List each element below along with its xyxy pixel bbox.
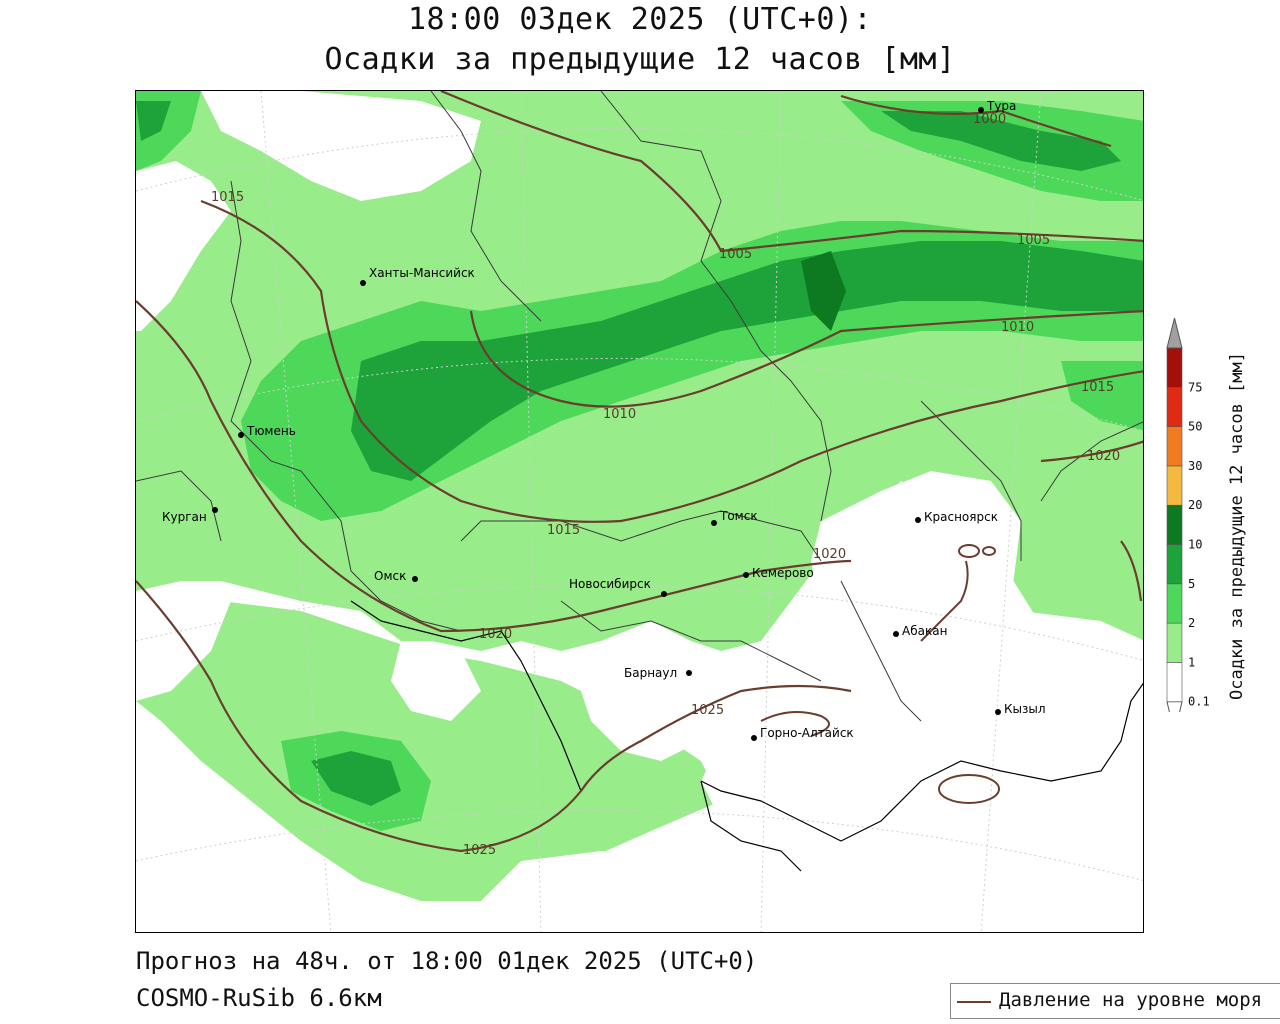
svg-text:Тюмень: Тюмень [246, 424, 296, 438]
svg-text:Ханты-Мансийск: Ханты-Мансийск [369, 266, 475, 280]
isobar-label: 1015 [1081, 380, 1114, 395]
isobar-labels: 1000 1005 1005 1010 1010 1015 1015 1015 … [211, 112, 1120, 858]
isobar-label: 1020 [813, 547, 846, 562]
precipitation-map: 1000 1005 1005 1010 1010 1015 1015 1015 … [135, 90, 1144, 933]
city-gorno-altaysk: Горно-Алтайск [751, 726, 854, 741]
colorbar-top-arrow [1166, 317, 1183, 349]
svg-text:Абакан: Абакан [902, 624, 947, 638]
city-kurgan: Курган [162, 507, 218, 524]
map-title: 18:00 03дек 2025 (UTC+0): [407, 2, 873, 37]
colorbar-tick-label: 30 [1188, 459, 1202, 473]
isobar-label: 1020 [479, 627, 512, 642]
colorbar-title: Осадки за предыдущие 12 часов [мм] [1227, 352, 1247, 700]
svg-text:Курган: Курган [162, 510, 207, 524]
city-kyzyl: Кызыл [995, 702, 1046, 716]
colorbar-tick-label: 0.1 [1188, 695, 1210, 709]
svg-text:Кемерово: Кемерово [752, 566, 814, 580]
isobar-label: 1025 [463, 843, 496, 858]
city-kemerovo: Кемерово [743, 566, 814, 580]
colorbar-tick-label: 20 [1188, 498, 1202, 512]
isobar-label: 1010 [1001, 320, 1034, 335]
colorbar-tick-label: 10 [1188, 538, 1202, 552]
city-tyumen: Тюмень [238, 424, 296, 438]
isobar-label: 1000 [973, 112, 1006, 127]
state-border [350, 600, 1143, 872]
colorbar-segment [1166, 662, 1183, 702]
pressure-legend-label: Давление на уровне моря [999, 989, 1263, 1011]
colorbar-tick-label: 2 [1188, 616, 1195, 630]
city-tomsk: Томск [711, 509, 758, 526]
city-novosibirsk: Новосибирск [569, 577, 667, 597]
colorbar-segment [1166, 583, 1183, 624]
precipitation-colorbar: 0.1 1 2 5 10 20 30 50 75 [1166, 317, 1210, 712]
isobar-label: 1015 [211, 190, 244, 205]
admin-borders [136, 91, 1143, 722]
dry-areas [136, 91, 1143, 932]
isobar-label: 1025 [691, 703, 724, 718]
isobar-label: 1005 [719, 247, 752, 262]
svg-text:Томск: Томск [719, 509, 758, 523]
isobar-label: 1010 [603, 407, 636, 422]
pressure-legend: Давление на уровне моря [950, 983, 1280, 1019]
colorbar-segment [1166, 347, 1183, 388]
city-omsk: Омск [374, 569, 418, 583]
isobar-label: 1020 [1087, 449, 1120, 464]
forecast-info: Прогноз на 48ч. от 18:00 01дек 2025 (UTC… [136, 947, 758, 975]
city-tura: Тура [978, 99, 1016, 113]
colorbar-segment [1166, 504, 1183, 545]
isobar-label: 1015 [547, 523, 580, 538]
isobar-label: 1005 [1017, 233, 1050, 248]
svg-text:Барнаул: Барнаул [624, 666, 677, 680]
colorbar-tick-label: 50 [1188, 420, 1202, 434]
colorbar-bottom-arrow [1166, 701, 1183, 712]
colorbar-tick-label: 5 [1188, 577, 1195, 591]
precip-heavy [136, 101, 1143, 806]
colorbar-segment [1166, 465, 1183, 506]
isobar-small-loops [760, 544, 1000, 804]
colorbar-tick-label: 1 [1188, 655, 1195, 669]
model-name: COSMO-RuSib 6.6км [136, 984, 382, 1012]
svg-text:Тура: Тура [986, 99, 1016, 113]
svg-text:Кызыл: Кызыл [1004, 702, 1046, 716]
city-krasnoyarsk: Красноярск [915, 510, 998, 524]
pressure-line-swatch [957, 1001, 991, 1003]
city-khanty-mansiysk: Ханты-Мансийск [360, 266, 475, 286]
colorbar-segments [1166, 317, 1183, 712]
colorbar-segment [1166, 426, 1183, 467]
svg-text:Красноярск: Красноярск [924, 510, 998, 524]
colorbar-segment [1166, 622, 1183, 663]
map-subtitle: Осадки за предыдущие 12 часов [мм] [324, 42, 956, 77]
colorbar-ticks: 0.1 1 2 5 10 20 30 50 75 [1188, 380, 1210, 708]
isobars [136, 91, 1143, 853]
city-barnaul: Барнаул [624, 666, 692, 680]
city-abakan: Абакан [893, 624, 947, 638]
colorbar-segment [1166, 544, 1183, 585]
svg-text:Горно-Алтайск: Горно-Алтайск [760, 726, 854, 740]
colorbar-tick-label: 75 [1188, 380, 1202, 394]
cities: Тюмень Ханты-Мансийск Курган Омск Новоси… [162, 99, 1046, 741]
svg-text:Новосибирск: Новосибирск [569, 577, 651, 591]
colorbar-segment [1166, 387, 1183, 427]
svg-text:Омск: Омск [374, 569, 406, 583]
graticule [136, 91, 1143, 932]
